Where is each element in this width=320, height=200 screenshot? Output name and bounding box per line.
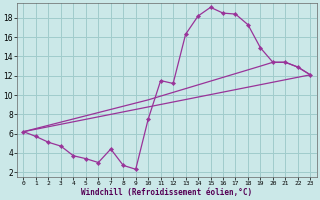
X-axis label: Windchill (Refroidissement éolien,°C): Windchill (Refroidissement éolien,°C) [81, 188, 252, 197]
